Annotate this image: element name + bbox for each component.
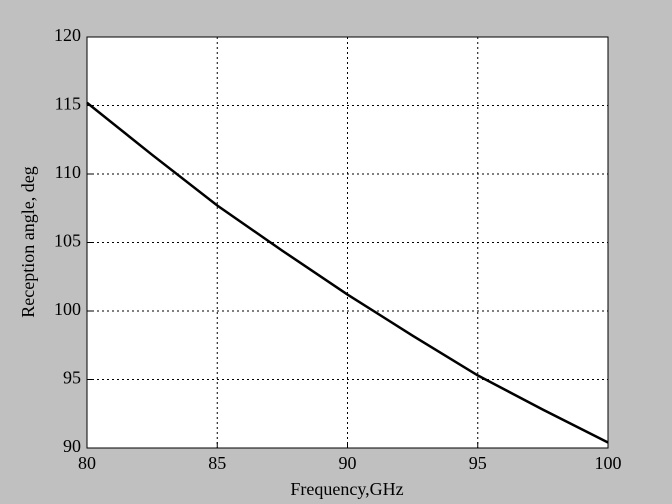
y-tick-label: 100 [54, 299, 81, 319]
x-tick-label: 85 [208, 453, 226, 473]
x-tick-label: 90 [339, 453, 357, 473]
y-tick-label: 105 [54, 231, 81, 251]
x-axis-label: Frequency,GHz [290, 479, 403, 499]
data-line [86, 101, 609, 444]
y-tick-label: 110 [55, 162, 81, 182]
y-tick-label: 120 [54, 25, 81, 45]
x-tick-label: 100 [595, 453, 622, 473]
y-axis-label: Reception angle, deg [18, 166, 38, 317]
y-tick-label: 95 [63, 368, 81, 388]
y-tick-label: 115 [55, 94, 81, 114]
x-tick-label: 80 [78, 453, 96, 473]
x-tick-label: 95 [469, 453, 487, 473]
y-tick-label: 90 [63, 436, 81, 456]
